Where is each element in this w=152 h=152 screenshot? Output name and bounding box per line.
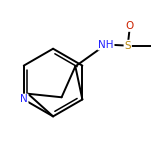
Text: NH: NH [98, 40, 114, 50]
Text: O: O [126, 21, 134, 31]
Text: N: N [20, 94, 28, 104]
Text: S: S [124, 41, 131, 51]
